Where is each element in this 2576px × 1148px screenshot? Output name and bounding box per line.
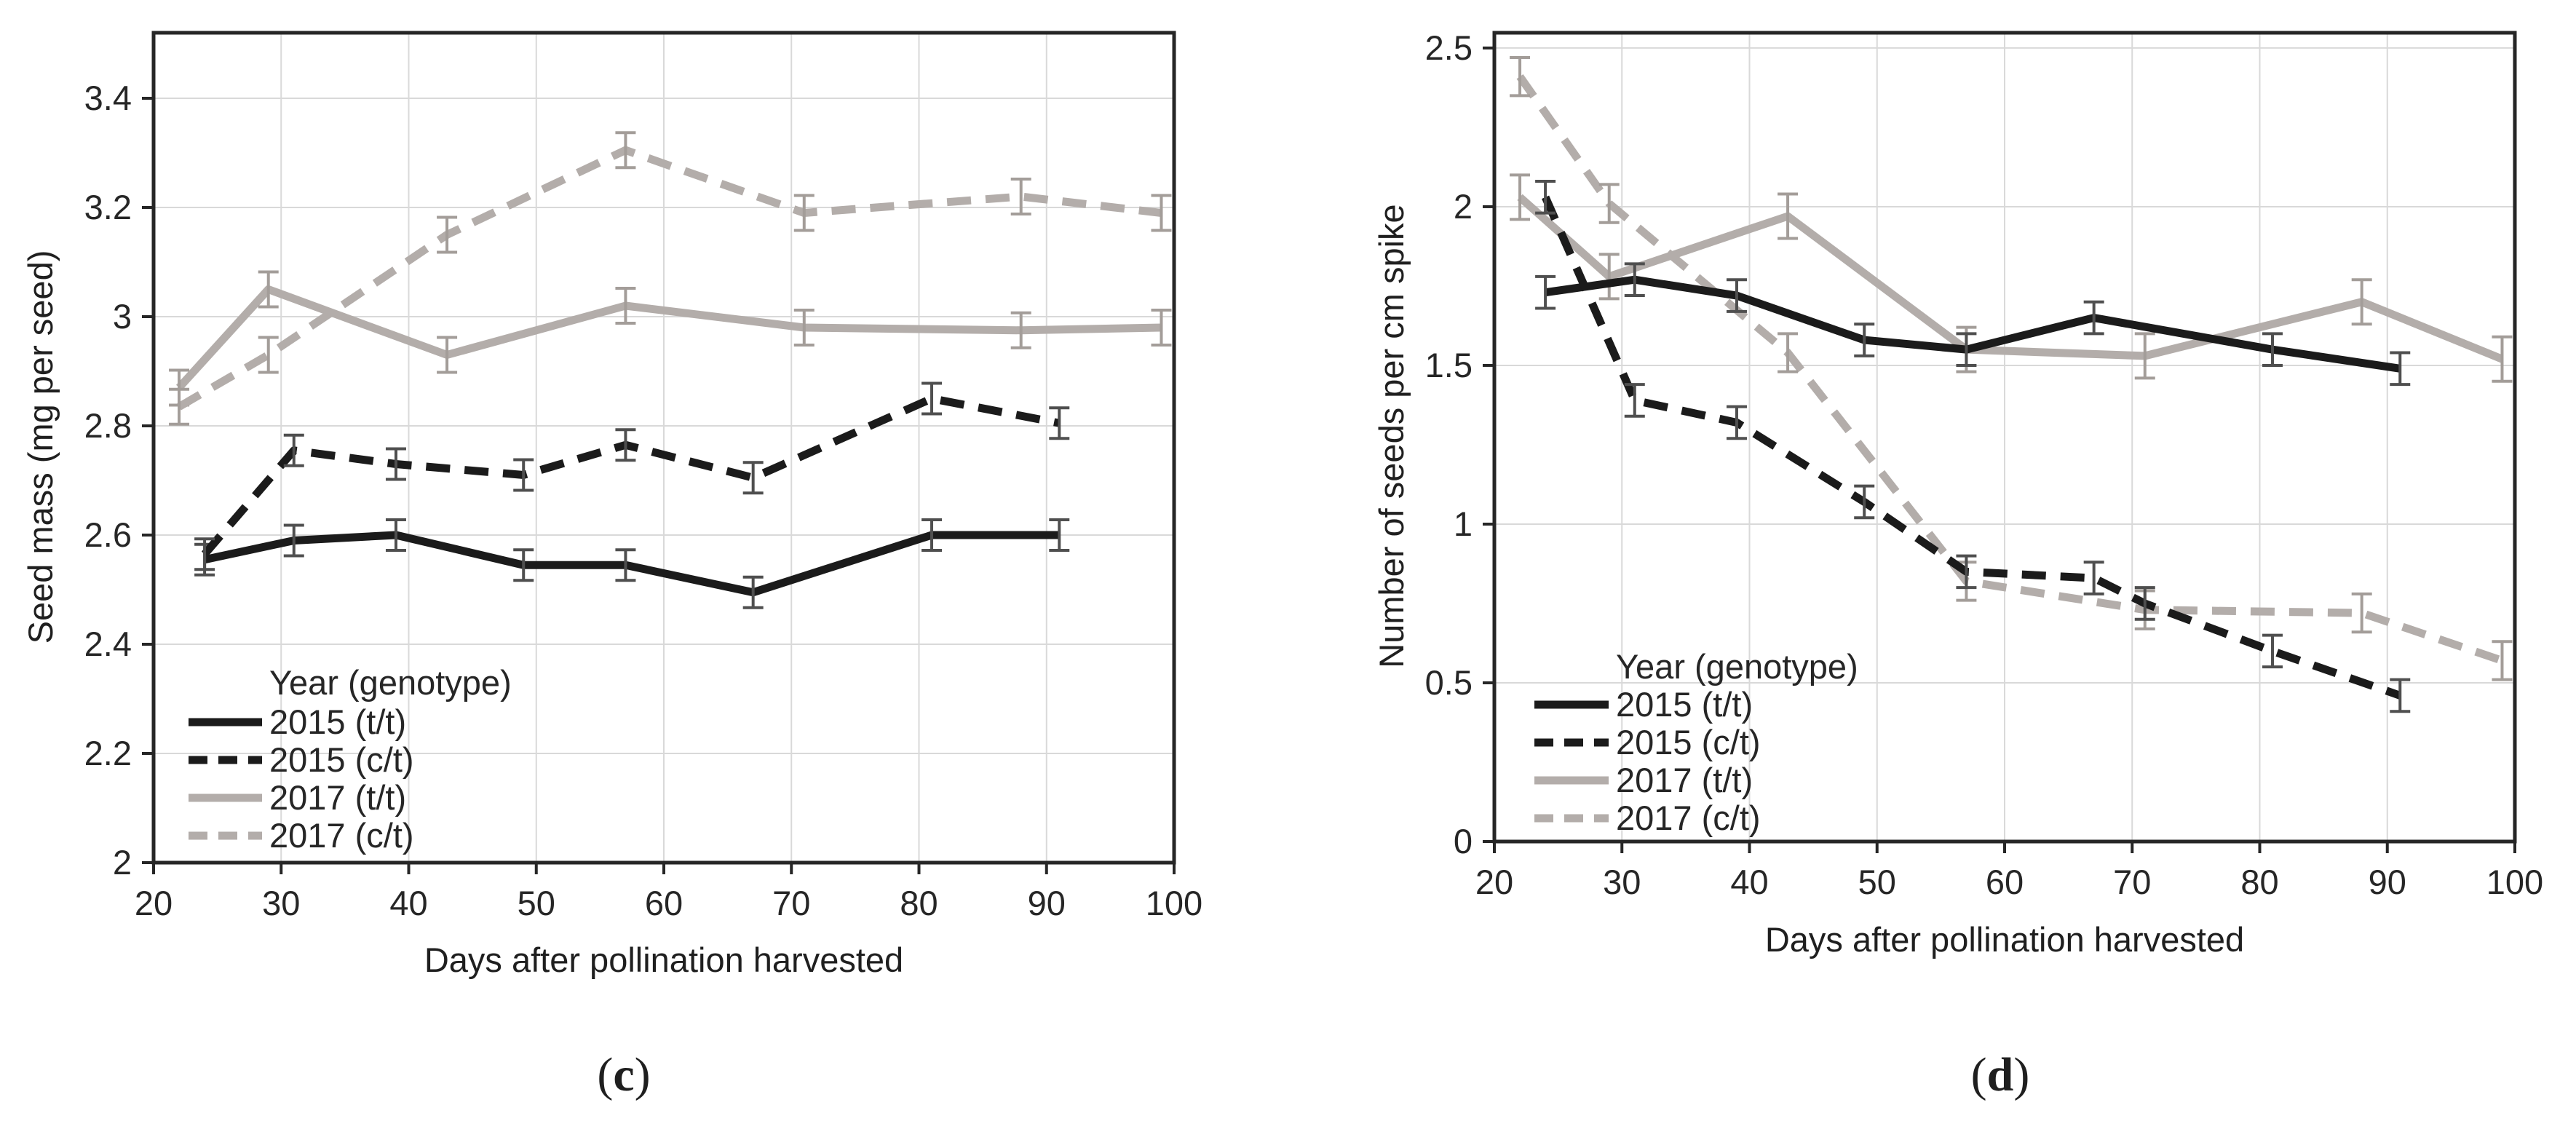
legend-label: 2017 (t/t) (1616, 761, 1753, 799)
x-tick-label: 40 (1730, 863, 1768, 901)
series-line-2017-c-t (1516, 74, 2504, 665)
x-tick-label: 70 (2113, 863, 2151, 901)
series-line-2015-t-t (203, 531, 1060, 597)
y-tick-label: 2.6 (84, 515, 132, 554)
x-tick-label: 100 (2486, 863, 2543, 901)
x-tick-label: 60 (1986, 863, 2024, 901)
y-tick-label: 2.8 (84, 406, 132, 445)
y-axis-title-d: Number of seeds per cm spike (1372, 204, 1411, 668)
x-tick-labels: 20 30 40 50 60 70 80 90 100 (135, 884, 1202, 922)
legend-label: 2015 (c/t) (1616, 723, 1761, 761)
y-tick-label: 3.4 (84, 79, 132, 117)
caption-letter-c: c (613, 1048, 635, 1101)
series-line-2017-t-t (175, 285, 1162, 391)
x-tick-label: 100 (1146, 884, 1202, 922)
y-tick-labels: 2 2.2 2.4 2.6 2.8 3 3.2 3.4 (84, 79, 132, 882)
caption-letter-d: d (1986, 1048, 2014, 1101)
legend-label: 2015 (t/t) (1616, 685, 1753, 724)
legend-label: 2015 (t/t) (269, 702, 406, 741)
x-axis-title-d: Days after pollination harvested (1764, 920, 2245, 959)
y-tick-label: 1 (1454, 504, 1473, 543)
error-bars-2017-c-t (169, 131, 1172, 426)
x-tick-label: 80 (2240, 863, 2278, 901)
y-tick-label: 1.5 (1425, 346, 1473, 384)
x-tick-label: 30 (262, 884, 300, 922)
caption-paren-open: ( (597, 1048, 614, 1101)
panel-caption-c: (c) (478, 1045, 769, 1106)
caption-paren-open: ( (1970, 1048, 1987, 1101)
series-2017-t-t (1510, 173, 2513, 383)
legend: Year (genotype)2015 (t/t)2015 (c/t)2017 … (1534, 647, 1858, 837)
x-tick-label: 50 (518, 884, 555, 922)
series-2017-t-t (169, 270, 1172, 407)
caption-paren-close: ) (2013, 1048, 2030, 1101)
error-bars-2017-t-t (169, 270, 1172, 407)
legend-label: 2017 (t/t) (269, 778, 406, 817)
y-tick-labels: 0 0.5 1 1.5 2 2.5 (1425, 28, 1473, 860)
y-tick-label: 2.2 (84, 734, 132, 772)
y-axis-title-c: Seed mass (mg per seed) (21, 250, 60, 644)
x-tick-label: 50 (1858, 863, 1896, 901)
y-tick-label: 3.2 (84, 188, 132, 226)
y-tick-label: 0.5 (1425, 663, 1473, 702)
series-2017-c-t (169, 131, 1172, 426)
legend-label: 2015 (c/t) (269, 740, 414, 779)
series-2015-c-t (1535, 180, 2411, 713)
chart-c: 20 30 40 50 60 70 80 90 100 2 2.2 2.4 2.6 2.8 3 3.2 3.4 Y… (84, 31, 1202, 922)
chart-d: 20 30 40 50 60 70 80 90 100 0 0.5 1 1.5 2 2.5 Year (gen… (1425, 28, 2544, 901)
legend-title: Year (genotype) (269, 663, 512, 702)
x-tick-label: 80 (900, 884, 938, 922)
x-tick-labels: 20 30 40 50 60 70 80 90 100 (1475, 863, 2543, 901)
x-tick-label: 40 (389, 884, 427, 922)
y-tick-label: 2 (1454, 187, 1473, 226)
x-axis-title-c: Days after pollination harvested (424, 941, 904, 979)
x-tick-label: 70 (772, 884, 810, 922)
series-2017-c-t (1510, 56, 2513, 681)
error-bars-2017-c-t (1510, 56, 2513, 681)
caption-paren-close: ) (634, 1048, 651, 1101)
series-line-2015-t-t (1545, 275, 2401, 373)
series-line-2017-c-t (177, 146, 1162, 411)
error-bars-2015-t-t (1535, 262, 2411, 387)
legend-label: 2017 (c/t) (269, 816, 414, 855)
x-tick-label: 20 (1475, 863, 1513, 901)
y-tick-label: 2.5 (1425, 28, 1473, 67)
y-tick-label: 2.4 (84, 625, 132, 663)
error-bars-2015-c-t (194, 381, 1070, 571)
x-tick-label: 90 (1028, 884, 1066, 922)
series-line-2015-c-t (1542, 195, 2402, 700)
legend: Year (genotype)2015 (t/t)2015 (c/t)2017 … (189, 663, 512, 855)
panel-caption-d: (d) (1855, 1045, 2146, 1106)
error-bars-2015-c-t (1535, 180, 2411, 713)
legend-label: 2017 (c/t) (1616, 799, 1761, 837)
axis-ticks (142, 97, 1176, 874)
x-tick-label: 20 (135, 884, 173, 922)
series-2015-t-t (194, 518, 1070, 609)
series-2015-t-t (1535, 262, 2411, 387)
y-tick-label: 0 (1454, 822, 1473, 860)
series-2015-c-t (194, 381, 1070, 571)
y-tick-label: 2 (113, 843, 132, 882)
y-tick-label: 3 (113, 297, 132, 336)
x-tick-label: 30 (1603, 863, 1641, 901)
x-tick-label: 60 (645, 884, 683, 922)
axis-ticks (1483, 46, 2516, 853)
gridlines (1494, 33, 2515, 842)
legend-title: Year (genotype) (1616, 647, 1858, 686)
x-tick-label: 90 (2369, 863, 2406, 901)
